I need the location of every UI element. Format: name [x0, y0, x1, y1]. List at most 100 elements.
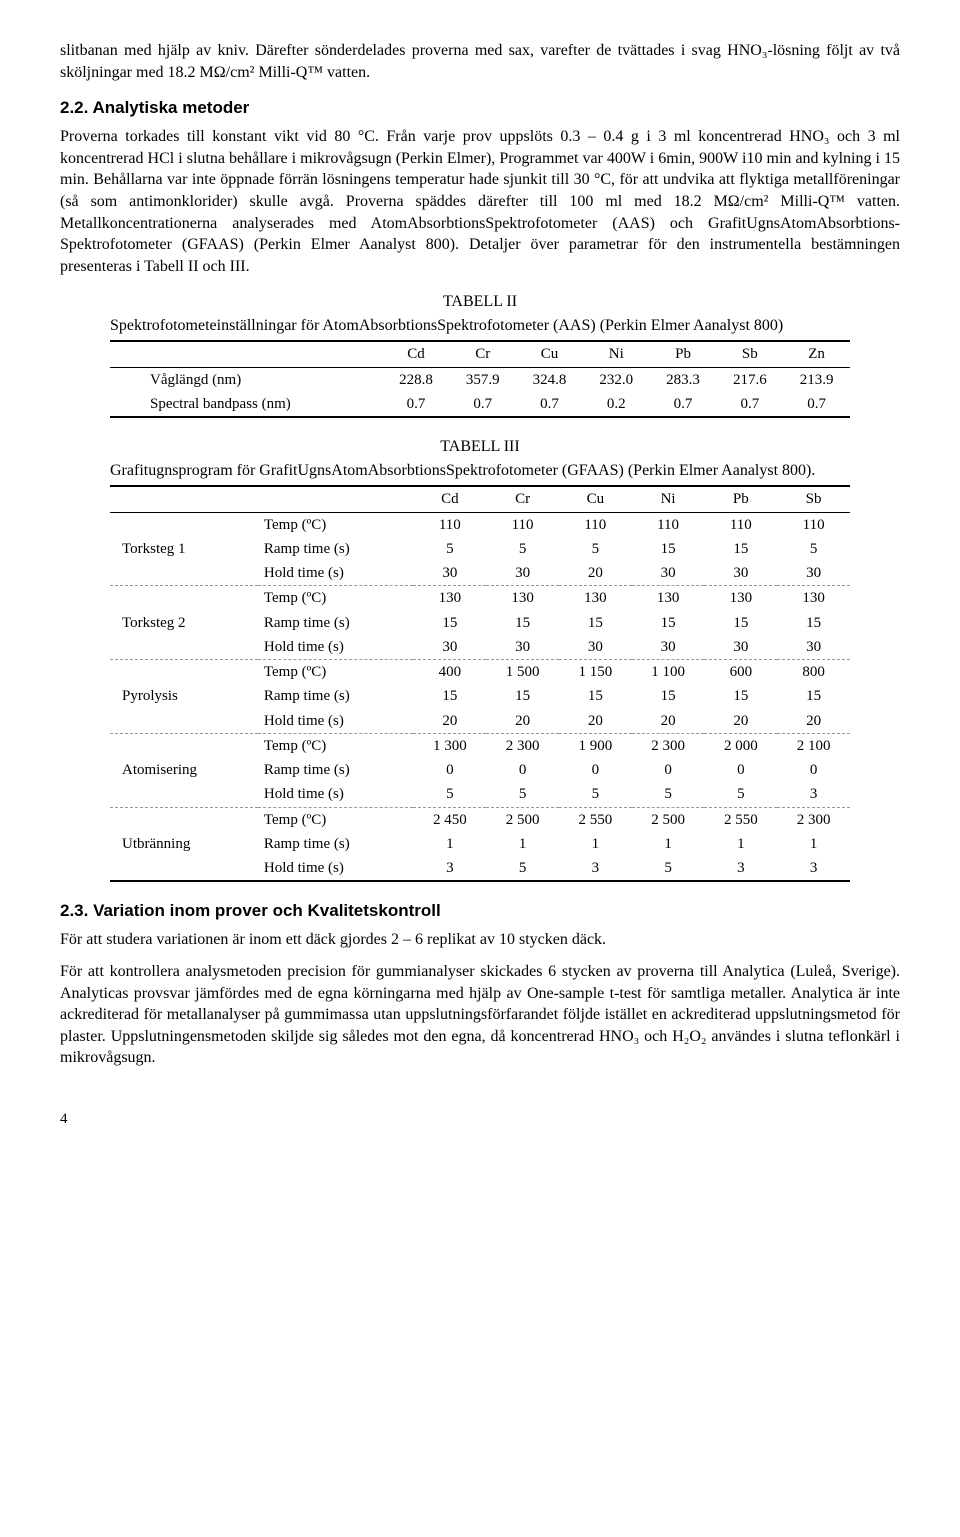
table-3-cell: 5	[486, 856, 559, 881]
table-3-cell: 5	[486, 782, 559, 807]
table-3-step-label: Torksteg 2	[110, 611, 258, 635]
table-3-param-label: Hold time (s)	[258, 561, 414, 586]
table-2-cell: 357.9	[449, 367, 516, 392]
table-3-step-label: Utbränning	[110, 832, 258, 856]
table-2-header: Cd	[383, 341, 450, 367]
table-3-step-spacer	[110, 733, 258, 758]
table-2-cell: 217.6	[716, 367, 783, 392]
table-3-cell: 1 900	[559, 733, 632, 758]
page-number: 4	[60, 1109, 900, 1129]
table-3-cell: 20	[413, 709, 486, 734]
table-3-cell: 1	[559, 832, 632, 856]
table-3-cell: 2 000	[704, 733, 777, 758]
table-3-cell: 130	[704, 586, 777, 611]
table-3-cell: 15	[486, 684, 559, 708]
table-3-cell: 30	[413, 561, 486, 586]
table-3-step-spacer	[110, 512, 258, 537]
table-3-cell: 1 300	[413, 733, 486, 758]
table-3-block: TABELL III Grafitugnsprogram för GrafitU…	[110, 436, 850, 882]
table-3-cell: 110	[413, 512, 486, 537]
table-3-step-spacer	[110, 782, 258, 807]
table-2-cell: 228.8	[383, 367, 450, 392]
table-3: CdCrCuNiPbSb Temp (ºC)110110110110110110…	[110, 485, 850, 882]
table-3-step-spacer	[110, 660, 258, 685]
table-3-cell: 600	[704, 660, 777, 685]
table-3-cell: 20	[704, 709, 777, 734]
table-3-cell: 2 500	[486, 807, 559, 832]
table-3-cell: 130	[486, 586, 559, 611]
paragraph-3: För att studera variationen är inom ett …	[60, 929, 900, 951]
table-3-cell: 15	[413, 611, 486, 635]
section-2-3-heading: 2.3. Variation inom prover och Kvalitets…	[60, 900, 900, 923]
table-3-cell: 130	[632, 586, 705, 611]
table-3-step-spacer	[110, 856, 258, 881]
table-3-cell: 2 300	[486, 733, 559, 758]
table-3-cell: 20	[559, 709, 632, 734]
table-3-header: Pb	[704, 486, 777, 512]
table-3-cell: 0	[632, 758, 705, 782]
table-3-step-label: Atomisering	[110, 758, 258, 782]
table-2-header: Pb	[650, 341, 717, 367]
table-3-cell: 0	[704, 758, 777, 782]
table-3-cell: 3	[777, 782, 850, 807]
table-3-cell: 1	[486, 832, 559, 856]
table-3-cell: 15	[632, 684, 705, 708]
table-3-cell: 2 450	[413, 807, 486, 832]
table-3-header: Ni	[632, 486, 705, 512]
table-3-cell: 30	[777, 635, 850, 660]
table-2-cell: 232.0	[583, 367, 650, 392]
table-3-param-label: Ramp time (s)	[258, 537, 414, 561]
section-2-2-heading: 2.2. Analytiska metoder	[60, 97, 900, 120]
table-3-cell: 20	[486, 709, 559, 734]
table-3-cell: 3	[704, 856, 777, 881]
table-2-header: Cu	[516, 341, 583, 367]
table-3-step-label: Pyrolysis	[110, 684, 258, 708]
table-2-caption: TABELL II	[110, 291, 850, 313]
table-3-param-label: Ramp time (s)	[258, 611, 414, 635]
table-3-cell: 1 500	[486, 660, 559, 685]
table-2-header: Cr	[449, 341, 516, 367]
table-3-step-spacer	[110, 635, 258, 660]
table-3-param-label: Ramp time (s)	[258, 832, 414, 856]
table-3-cell: 15	[704, 684, 777, 708]
table-3-cell: 5	[559, 782, 632, 807]
table-3-cell: 15	[777, 611, 850, 635]
table-3-cell: 2 300	[777, 807, 850, 832]
table-3-cell: 5	[486, 537, 559, 561]
table-2-block: TABELL II Spektrofotometeinställningar f…	[110, 291, 850, 418]
table-3-param-label: Temp (ºC)	[258, 586, 414, 611]
table-3-cell: 15	[704, 537, 777, 561]
table-2-header: Ni	[583, 341, 650, 367]
table-3-step-spacer	[110, 709, 258, 734]
table-3-param-label: Hold time (s)	[258, 782, 414, 807]
table-3-cell: 30	[486, 635, 559, 660]
table-2-header-blank	[110, 341, 383, 367]
table-3-cell: 15	[632, 537, 705, 561]
table-3-cell: 130	[777, 586, 850, 611]
table-3-param-label: Ramp time (s)	[258, 684, 414, 708]
table-3-cell: 2 300	[632, 733, 705, 758]
table-3-cell: 15	[777, 684, 850, 708]
table-3-cell: 800	[777, 660, 850, 685]
table-3-cell: 0	[413, 758, 486, 782]
table-2-header: Sb	[716, 341, 783, 367]
table-3-cell: 30	[559, 635, 632, 660]
table-3-cell: 0	[559, 758, 632, 782]
table-2-row-label: Spectral bandpass (nm)	[110, 392, 383, 417]
table-3-cell: 110	[559, 512, 632, 537]
table-3-cell: 5	[777, 537, 850, 561]
table-3-cell: 5	[632, 856, 705, 881]
table-3-cell: 15	[486, 611, 559, 635]
table-3-header-blank	[110, 486, 258, 512]
table-3-cell: 30	[486, 561, 559, 586]
table-2-cell: 0.7	[783, 392, 850, 417]
table-3-cell: 5	[632, 782, 705, 807]
table-3-param-label: Temp (ºC)	[258, 512, 414, 537]
table-3-cell: 1	[704, 832, 777, 856]
table-3-cell: 1 100	[632, 660, 705, 685]
table-3-cell: 2 550	[704, 807, 777, 832]
table-3-cell: 5	[559, 537, 632, 561]
table-3-cell: 5	[704, 782, 777, 807]
table-2-cell: 324.8	[516, 367, 583, 392]
table-3-param-label: Temp (ºC)	[258, 733, 414, 758]
